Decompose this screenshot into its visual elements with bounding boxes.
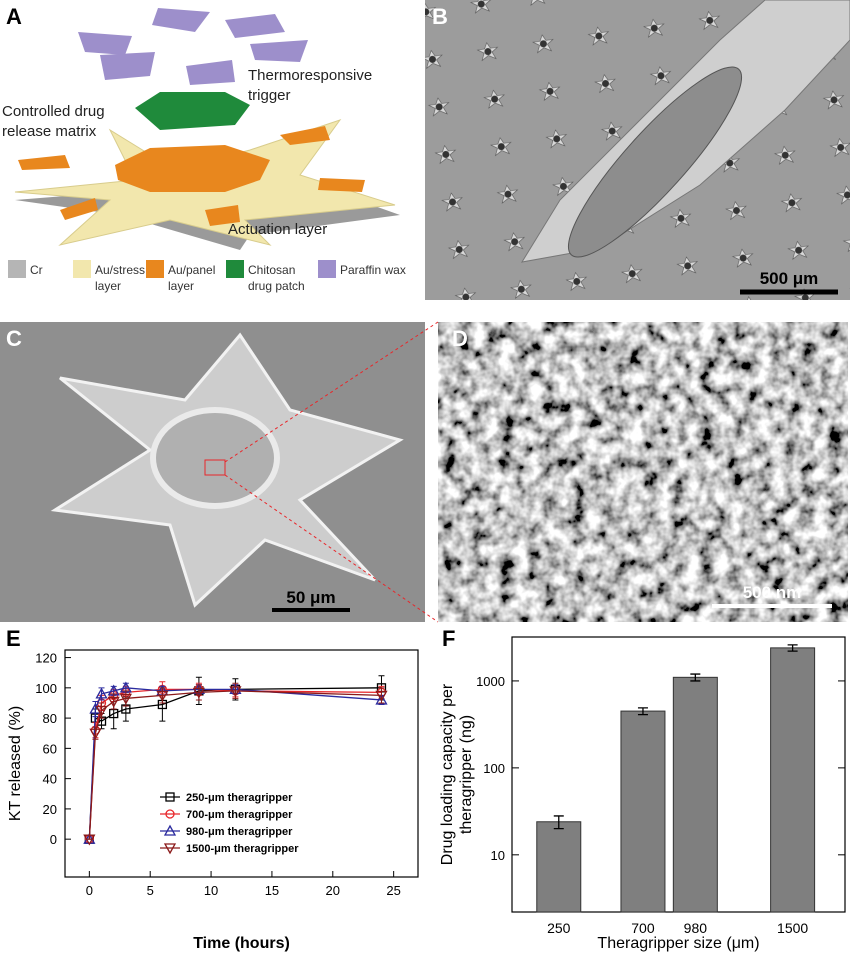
y-axis-label: KT released (%) [7,706,24,821]
bar [672,676,718,913]
legend-label: 980-μm theragripper [186,826,293,838]
panel-b-image [425,0,850,300]
marker [107,696,120,708]
annotation-line: drug patch [248,279,305,293]
y-tick-label: 0 [50,832,57,847]
error-bar [637,707,648,716]
error-bar [690,673,701,682]
annotation: Thermoresponsive trigger [248,67,372,104]
bar [770,647,816,913]
panel-label: D [452,326,468,351]
marker [229,686,242,698]
annotation-line: Chitosan [248,263,295,277]
y-tick-label: 40 [43,772,57,787]
x-tick-label: 250 [547,920,571,936]
marker [119,693,132,705]
annotation-line: layer [168,279,194,293]
scale-bar-label: 50 μm [286,588,335,607]
annotation-line: Thermoresponsive [248,67,372,84]
annotation: Au/stress layer [95,263,145,293]
marker [163,843,177,855]
x-axis-label: Time (hours) [193,935,290,952]
scale-bar-label: 500 μm [760,269,819,288]
panel-label: A [6,4,22,29]
panel-a-diagram [14,8,400,250]
marker [83,834,96,846]
marker [375,690,388,702]
panel-label: E [6,626,21,651]
panel-label: C [6,326,22,351]
x-tick-label: 15 [265,883,279,898]
x-tick-label: 10 [204,883,218,898]
marker [156,690,169,702]
marker [165,792,175,802]
annotation-line: Au/stress [95,263,145,277]
annotation-line: theragripper (ng) [458,715,475,834]
annotation-line: Controlled drug [2,103,105,120]
annotation-line: release matrix [2,123,97,140]
legend-swatch [73,260,91,278]
marker [192,687,206,699]
bar [620,710,666,913]
x-tick-label: 25 [386,883,400,898]
legend-swatch [146,260,164,278]
legend-swatch [226,260,244,278]
annotation-line: layer [95,279,121,293]
legend-swatch [8,260,26,278]
y-tick-label: 10 [491,848,505,863]
x-tick-label: 980 [684,920,708,936]
annotation-line: Drug loading capacity per [439,683,456,865]
marker [375,693,388,705]
plot-frame [64,649,419,878]
x-tick-label: 0 [86,883,93,898]
annotation-line: trigger [248,87,291,104]
legend-swatch [318,260,336,278]
x-axis-label: Theragripper size (μm) [597,935,759,952]
scale-bar-label: 500 nm [743,583,802,602]
legend-label: 1500-μm theragripper [186,843,299,855]
marker [163,824,177,836]
panel-c-image [0,321,439,623]
annotation: Paraffin wax [340,263,406,277]
annotation-line: Cr [30,263,43,277]
y-tick-label: 1000 [476,674,505,689]
legend-label: 700-μm theragripper [186,809,293,821]
y-tick-label: 120 [35,651,57,666]
annotation: Controlled drug release matrix [2,103,105,140]
panel-label: B [432,4,448,29]
y-tick-label: 80 [43,711,57,726]
legend-label: 250-μm theragripper [186,792,293,804]
x-tick-label: 1500 [777,920,808,936]
annotation-line: Paraffin wax [340,263,406,277]
annotation-line: Au/panel [168,263,215,277]
annotation: Drug loading capacity per theragripper (n… [439,683,475,865]
error-bar [787,644,798,652]
marker [109,708,119,719]
x-tick-label: 700 [631,920,655,936]
y-tick-label: 60 [43,741,57,756]
panel-d-image [438,322,848,622]
y-tick-label: 100 [483,761,505,776]
marker [89,728,102,740]
panel-label: F [442,626,455,651]
annotation: Chitosan drug patch [248,263,305,293]
annotation: Cr [30,263,43,277]
y-tick-label: 20 [43,802,57,817]
marker [95,687,108,699]
x-tick-label: 5 [147,883,154,898]
error-bar [553,815,564,830]
marker [165,809,175,819]
marker [95,705,108,717]
bar [536,821,582,913]
annotation: Au/panel layer [168,263,215,293]
annotation-line: Actuation layer [228,221,327,238]
y-tick-label: 100 [35,681,57,696]
annotation: Actuation layer [228,221,327,238]
x-tick-label: 20 [326,883,340,898]
